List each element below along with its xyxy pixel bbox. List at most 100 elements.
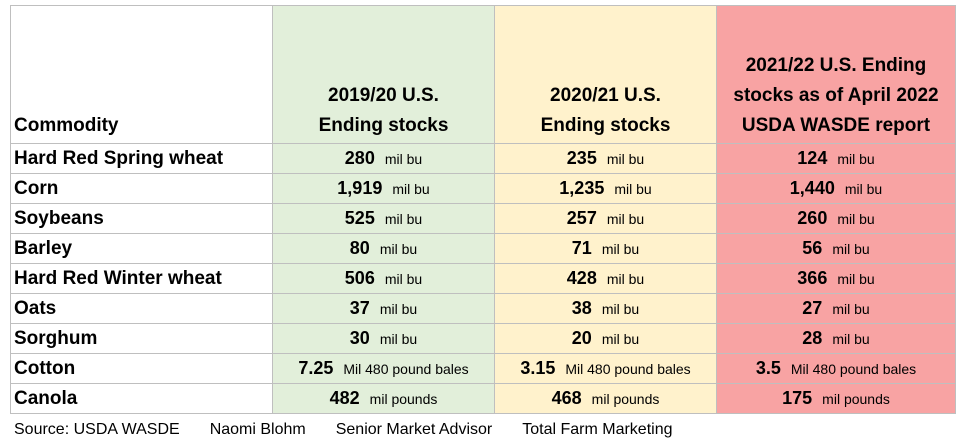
column-header: Commodity (10, 5, 273, 144)
unit: mil bu (837, 271, 875, 287)
commodity: Barley (10, 233, 273, 264)
value-cell: 428 mil bu (494, 263, 717, 294)
header-line: Commodity (14, 115, 119, 136)
value: 280 (344, 148, 375, 168)
value: 468 (551, 388, 582, 408)
unit: mil bu (379, 301, 418, 317)
value: 56 (802, 238, 823, 258)
table-row: Cotton 7.25 Mil 480 pound bales 3.15 Mil 480… (10, 353, 956, 384)
value: 27 (802, 298, 823, 318)
value-cell: 30 mil bu (272, 323, 495, 354)
value: 366 (797, 268, 828, 288)
value-cell: 27 mil bu (716, 293, 956, 324)
unit: mil bu (606, 271, 645, 287)
value: 1,919 (337, 178, 383, 198)
unit: mil bu (392, 181, 430, 197)
header-line: 2020/21 U.S. (550, 85, 661, 106)
value-cell: 7.25 Mil 480 pound bales (272, 353, 495, 384)
table-row: Barley 80 mil bu 71 mil bu 56 mil bu (10, 233, 956, 264)
value-cell: 482 mil pounds (272, 383, 495, 414)
unit: mil bu (379, 241, 418, 257)
value: 30 (349, 328, 370, 348)
value: 482 (329, 388, 360, 408)
value: 71 (571, 238, 592, 258)
unit: mil pounds (591, 391, 660, 407)
value-cell: 28 mil bu (716, 323, 956, 354)
value-cell: 37 mil bu (272, 293, 495, 324)
unit: mil pounds (369, 391, 438, 407)
column-header: 2021/22 U.S. Ending stocks as of April 20… (716, 5, 956, 144)
commodity: Hard Red Spring wheat (10, 143, 273, 174)
value-cell: 235 mil bu (494, 143, 717, 174)
unit: mil bu (601, 331, 640, 347)
value-cell: 20 mil bu (494, 323, 717, 354)
value: 37 (349, 298, 370, 318)
value: 1,235 (559, 178, 605, 198)
table-row: Oats 37 mil bu 38 mil bu 27 mil bu (10, 293, 956, 324)
header-line: Ending stocks (318, 115, 449, 136)
commodity: Sorghum (10, 323, 273, 354)
value-cell: 280 mil bu (272, 143, 495, 174)
unit: mil bu (832, 241, 870, 257)
commodity: Cotton (10, 353, 273, 384)
header-line: 2019/20 U.S. (328, 85, 439, 106)
column-header: 2020/21 U.S. Ending stocks (494, 5, 717, 144)
commodity: Hard Red Winter wheat (10, 263, 273, 294)
value: 124 (797, 148, 828, 168)
value-cell: 124 mil bu (716, 143, 956, 174)
unit: mil bu (844, 181, 883, 197)
footer-text: Source: USDA WASDE (14, 421, 180, 438)
value: 175 (782, 388, 813, 408)
header-line: 2021/22 U.S. Ending (745, 55, 927, 76)
unit: Mil 480 pound bales (565, 361, 691, 377)
unit: mil pounds (822, 391, 890, 407)
value: 38 (571, 298, 592, 318)
value: 1,440 (789, 178, 835, 198)
value: 3.5 (755, 358, 781, 378)
table-row: Sorghum 30 mil bu 20 mil bu 28 mil bu (10, 323, 956, 354)
commodity: Corn (10, 173, 273, 204)
value: 3.15 (520, 358, 556, 378)
value-cell: 80 mil bu (272, 233, 495, 264)
unit: mil bu (384, 271, 423, 287)
unit: mil bu (601, 241, 640, 257)
footer-text: Total Farm Marketing (522, 421, 673, 438)
value-cell: 468 mil pounds (494, 383, 717, 414)
table-row: Soybeans 525 mil bu 257 mil bu 260 mil bu (10, 203, 956, 234)
value-cell: 38 mil bu (494, 293, 717, 324)
unit: mil bu (832, 301, 870, 317)
table-row: Hard Red Spring wheat 280 mil bu 235 mil bu 1… (10, 143, 956, 174)
unit: Mil 480 pound bales (790, 361, 917, 377)
value-cell: 1,235 mil bu (494, 173, 717, 204)
table-body: Hard Red Spring wheat 280 mil bu 235 mil bu 1… (10, 143, 956, 414)
value-cell: 56 mil bu (716, 233, 956, 264)
unit: mil bu (601, 301, 640, 317)
value-cell: 257 mil bu (494, 203, 717, 234)
value-cell: 175 mil pounds (716, 383, 956, 414)
value: 260 (797, 208, 828, 228)
unit: mil bu (384, 151, 423, 167)
header-line: Ending stocks (540, 115, 671, 136)
unit: mil bu (614, 181, 652, 197)
value-cell: 1,919 mil bu (272, 173, 495, 204)
commodity: Oats (10, 293, 273, 324)
unit: mil bu (832, 331, 870, 347)
header-line: USDA WASDE report (741, 115, 931, 136)
footer-text: Naomi Blohm (209, 421, 306, 438)
value-cell: 3.5 Mil 480 pound bales (716, 353, 956, 384)
table-row: Corn 1,919 mil bu 1,235 mil bu 1,440 mil bu (10, 173, 956, 204)
column-header: 2019/20 U.S. Ending stocks (272, 5, 495, 144)
value: 525 (344, 208, 375, 228)
unit: mil bu (606, 151, 645, 167)
value-cell: 525 mil bu (272, 203, 495, 234)
unit: mil bu (384, 211, 423, 227)
value: 80 (349, 238, 370, 258)
value-cell: 506 mil bu (272, 263, 495, 294)
table-row: Hard Red Winter wheat 506 mil bu 428 mil bu 3… (10, 263, 956, 294)
table-row: Canola 482 mil pounds 468 mil pounds 175 mil p… (10, 383, 956, 414)
value: 28 (802, 328, 823, 348)
value-cell: 3.15 Mil 480 pound bales (494, 353, 717, 384)
commodity: Canola (10, 383, 273, 414)
header-line: stocks as of April 2022 (733, 85, 939, 106)
